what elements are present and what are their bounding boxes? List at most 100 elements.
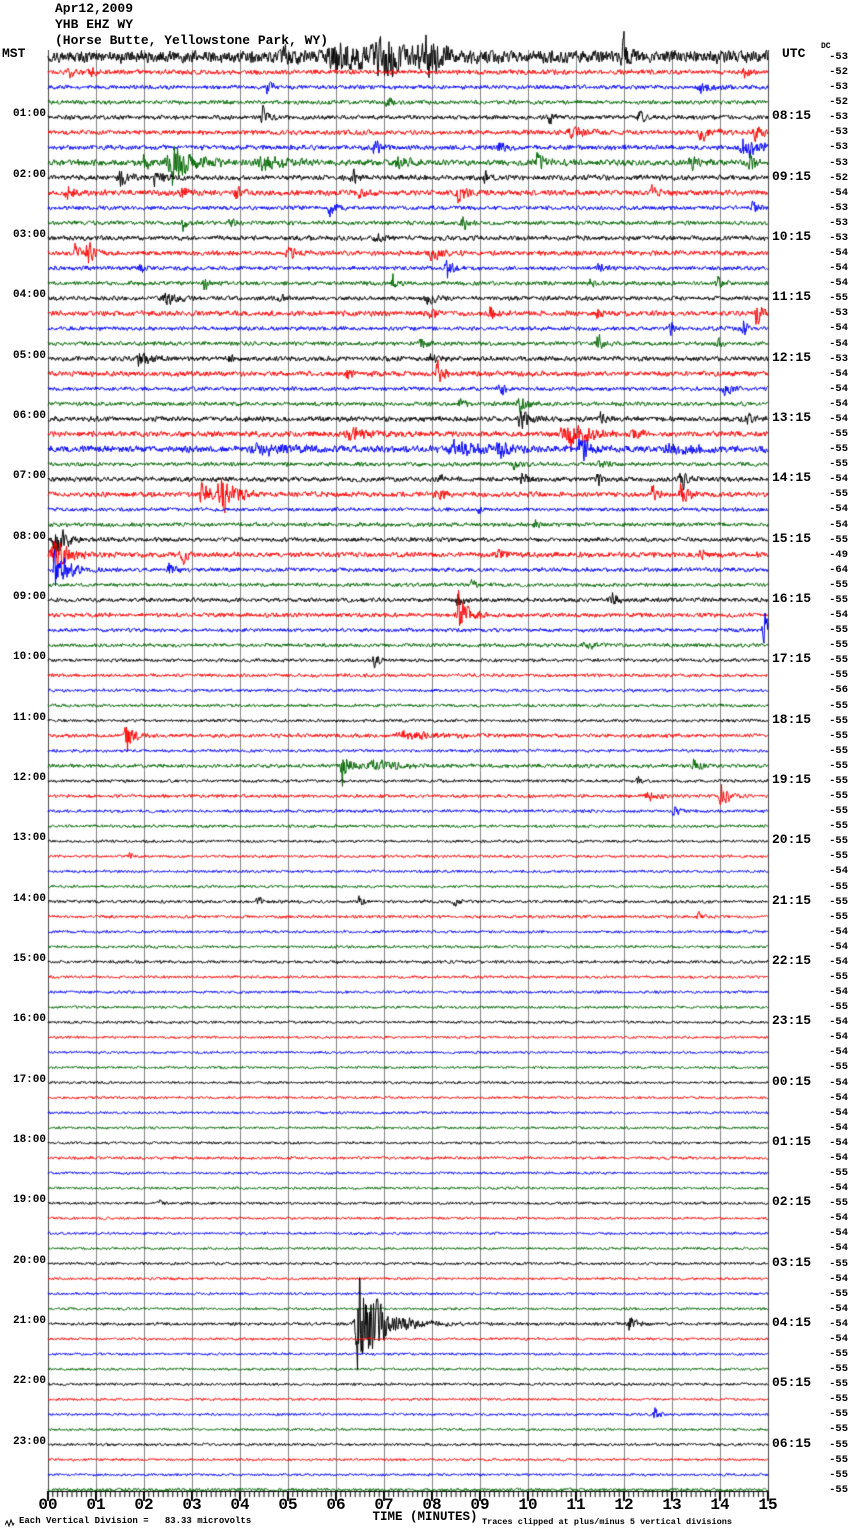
utc-hour-label: 13:15: [772, 409, 812, 425]
mst-hour-label: 06:00: [12, 409, 46, 422]
utc-hour-label: 23:15: [772, 1013, 812, 1029]
dc-offset-value: -55: [829, 1197, 848, 1210]
dc-offset-value: -54: [829, 262, 848, 275]
dc-offset-value: -55: [829, 624, 848, 637]
dc-offset-value: -55: [829, 654, 848, 667]
mst-hour-label: 16:00: [12, 1013, 46, 1026]
dc-offset-value: -54: [829, 986, 848, 999]
dc-offset-value: -55: [829, 1393, 848, 1406]
dc-offset-value: -55: [829, 714, 848, 727]
dc-offset-value: -53: [829, 201, 848, 214]
dc-offset-value: -54: [829, 322, 848, 335]
mst-hour-label: 20:00: [12, 1254, 46, 1267]
dc-offset-value: -53: [829, 111, 848, 124]
dc-offset-value: -55: [829, 774, 848, 787]
mst-hour-label: 03:00: [12, 228, 46, 241]
utc-hour-label: 14:15: [772, 470, 812, 486]
utc-hour-label: 10:15: [772, 228, 812, 244]
dc-offset-value: -54: [829, 1136, 848, 1149]
dc-offset-value: -55: [829, 895, 848, 908]
utc-hour-label: 20:15: [772, 832, 812, 848]
dc-offset-value: -54: [829, 1227, 848, 1240]
dc-offset-value: -55: [829, 443, 848, 456]
dc-offset-value: -55: [829, 805, 848, 818]
utc-hour-label: 05:15: [772, 1375, 812, 1391]
dc-offset-value: -54: [829, 1016, 848, 1029]
dc-offset-value: -55: [829, 880, 848, 893]
dc-offset-value: -55: [829, 744, 848, 757]
utc-hour-label: 09:15: [772, 168, 812, 184]
dc-offset-value: -53: [829, 352, 848, 365]
dc-offset-value: -54: [829, 925, 848, 938]
minute-tick-label: 01: [86, 1496, 106, 1514]
dc-offset-value: -54: [829, 1332, 848, 1345]
mst-hour-label: 22:00: [12, 1375, 46, 1388]
dc-offset-value: -54: [829, 518, 848, 531]
mst-hour-label: 09:00: [12, 590, 46, 603]
time-axis-title: TIME (MINUTES): [372, 1510, 478, 1524]
dc-offset-value: -55: [829, 1468, 848, 1481]
dc-offset-value: -54: [829, 1151, 848, 1164]
dc-offset-value: -55: [829, 1257, 848, 1270]
dc-offset-value: -54: [829, 503, 848, 516]
dc-offset-value: -54: [829, 1242, 848, 1255]
dc-offset-value: -49: [829, 548, 848, 561]
mst-hour-label: 12:00: [12, 771, 46, 784]
utc-hour-label: 12:15: [772, 349, 812, 365]
dc-offset-value: -55: [829, 1363, 848, 1376]
header-station: YHB EHZ WY: [55, 17, 134, 32]
dc-offset-value: -53: [829, 51, 848, 63]
dc-offset-value: -54: [829, 1076, 848, 1089]
dc-offset-value: -54: [829, 1121, 848, 1134]
dc-offset-value: -52: [829, 96, 848, 109]
clipping-note: Traces clipped at plus/minus 5 vertical …: [482, 1517, 732, 1527]
dc-offset-value: -55: [829, 533, 848, 546]
utc-hour-label: 22:15: [772, 952, 812, 968]
timezone-label-mst: MST: [2, 46, 26, 61]
minute-tick-label: 12: [614, 1496, 634, 1514]
mst-hour-label: 13:00: [12, 832, 46, 845]
dc-offset-value: -54: [829, 955, 848, 968]
dc-offset-value: -54: [829, 865, 848, 878]
dc-offset-value: -55: [829, 488, 848, 501]
dc-offset-value: -55: [829, 1408, 848, 1421]
dc-offset-value: -55: [829, 1167, 848, 1180]
mst-hour-label: 18:00: [12, 1133, 46, 1146]
utc-hour-label: 08:15: [772, 108, 812, 124]
dc-offset-value: -54: [829, 1212, 848, 1225]
mst-hour-label: 21:00: [12, 1314, 46, 1327]
mst-hour-label: 04:00: [12, 289, 46, 302]
dc-offset-value: -55: [829, 835, 848, 848]
dc-offset-value: -53: [829, 156, 848, 169]
minute-tick-label: 08: [422, 1496, 442, 1514]
dc-offset-value: -54: [829, 382, 848, 395]
dc-column-header: DC: [821, 42, 831, 51]
dc-offset-value: -54: [829, 1182, 848, 1195]
dc-offset-value: -55: [829, 759, 848, 772]
minute-tick-label: 10: [518, 1496, 538, 1514]
dc-offset-value: -55: [829, 971, 848, 983]
dc-offset-value: -55: [829, 790, 848, 803]
dc-offset-value: -55: [829, 1438, 848, 1451]
minute-tick-label: 05: [278, 1496, 298, 1514]
utc-hour-label: 03:15: [772, 1254, 812, 1270]
dc-offset-value: -54: [829, 473, 848, 486]
utc-hour-label: 17:15: [772, 651, 812, 667]
dc-offset-value: -54: [829, 1272, 848, 1285]
dc-offset-value: -53: [829, 141, 848, 154]
mst-hour-label: 07:00: [12, 470, 46, 483]
dc-offset-value: -54: [829, 1046, 848, 1059]
dc-offset-value: -53: [829, 81, 848, 94]
utc-hour-label: 06:15: [772, 1435, 812, 1451]
utc-hour-label: 11:15: [772, 289, 812, 305]
dc-offset-value: -55: [829, 1287, 848, 1300]
dc-offset-value: -53: [829, 231, 848, 244]
dc-offset-value: -56: [829, 684, 848, 697]
dc-offset-value: -55: [829, 669, 848, 682]
mst-hour-label: 17:00: [12, 1073, 46, 1086]
vertical-division-note: Each Vertical Division = 83.33 microvolt…: [19, 1516, 252, 1526]
dc-offset-value: -52: [829, 66, 848, 79]
dc-offset-value: -55: [829, 1001, 848, 1014]
utc-hour-label: 15:15: [772, 530, 812, 546]
